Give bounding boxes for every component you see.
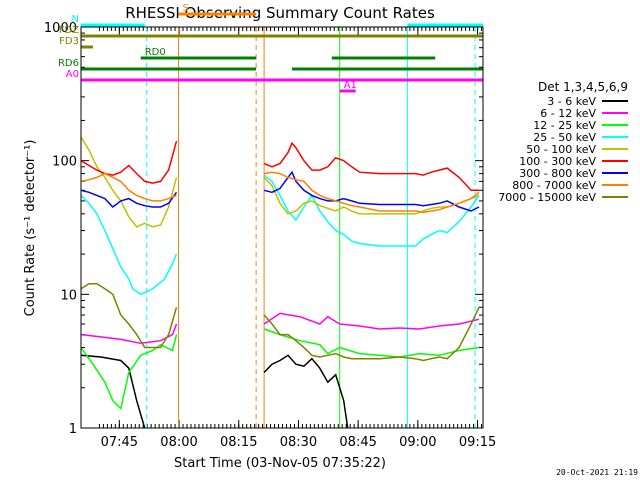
legend-label: 25 - 50 keV	[533, 131, 596, 144]
flag-label: FDZ	[59, 25, 79, 36]
x-tick-label: 08:45	[339, 435, 376, 450]
y-tick-label: 10	[60, 288, 77, 303]
plot-frame	[80, 26, 484, 429]
series-line	[80, 140, 178, 184]
series-line	[263, 312, 480, 330]
y-tick-label: 100	[52, 155, 77, 170]
series-line	[263, 354, 349, 429]
x-tick-label: 07:45	[101, 435, 138, 450]
series-line	[263, 171, 480, 214]
legend-title: Det 1,3,4,5,6,9	[538, 80, 628, 94]
series-line	[80, 172, 177, 202]
series-line	[263, 141, 479, 192]
series-line	[263, 328, 480, 358]
legend-label: 300 - 800 keV	[519, 167, 596, 180]
x-tick-label: 09:00	[399, 435, 436, 450]
legend-label: 3 - 6 keV	[547, 95, 596, 108]
series-line	[263, 170, 480, 212]
generation-timestamp: 20-Oct-2021 21:19	[556, 468, 638, 477]
series-line	[80, 194, 178, 296]
legend-label: 7000 - 15000 keV	[498, 191, 596, 204]
y-tick-label: 1000	[44, 21, 77, 36]
x-tick-label: 09:15	[459, 435, 496, 450]
series-line	[263, 174, 480, 247]
series-line	[80, 282, 178, 349]
y-axis-label: Count Rate (s⁻¹ detector⁻¹)	[23, 140, 38, 317]
x-tick-label: 08:30	[280, 435, 317, 450]
flag-label: S	[183, 3, 189, 14]
flag-label: FD3	[59, 36, 79, 47]
series-line	[263, 306, 480, 362]
legend-label: 800 - 7000 keV	[512, 179, 596, 192]
x-axis-label: Start Time (03-Nov-05 07:35:22)	[174, 456, 386, 471]
flag-label: A0	[66, 69, 79, 80]
x-tick-label: 08:00	[160, 435, 197, 450]
y-tick-label: 1	[69, 422, 77, 437]
chart-title: RHESSI Observing Summary Count Rates	[125, 4, 435, 22]
series-line	[80, 189, 178, 209]
legend-label: 50 - 100 keV	[526, 143, 596, 156]
x-tick-label: 08:15	[220, 435, 257, 450]
flag-label: RD6	[58, 58, 79, 69]
legend-label: 100 - 300 keV	[519, 155, 596, 168]
flag-label: RD0	[145, 47, 166, 58]
flag-label: A1	[344, 80, 357, 91]
legend-label: 6 - 12 keV	[540, 107, 596, 120]
plot-area: 1 10 100 1000 07:45 08:00 08:15 08:30 08:45 09:00…	[44, 3, 496, 450]
series-line	[80, 136, 178, 228]
legend-label: 12 - 25 keV	[533, 119, 596, 132]
series-line	[263, 176, 480, 215]
series-line	[80, 334, 178, 410]
series-line	[80, 323, 178, 345]
series-line	[80, 354, 146, 429]
flag-label: N	[72, 14, 79, 25]
